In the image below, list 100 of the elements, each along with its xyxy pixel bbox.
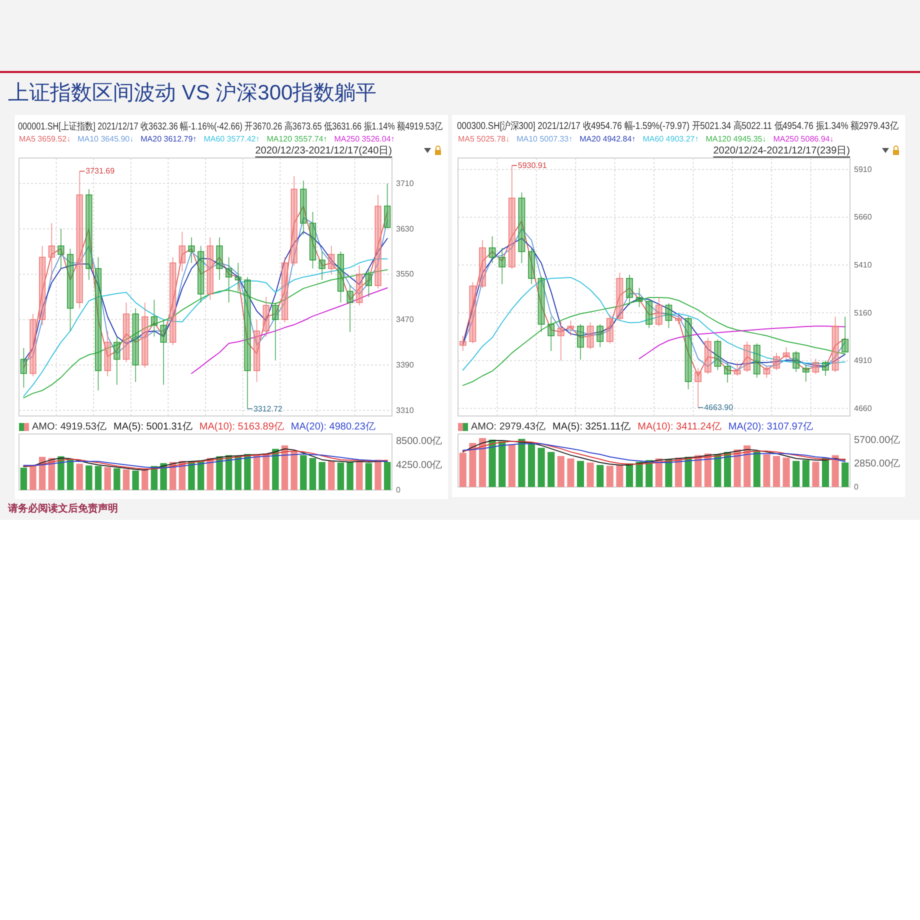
y-tick-label: 5660 <box>854 212 872 222</box>
line-series <box>462 297 846 386</box>
bar <box>596 464 604 487</box>
bar <box>188 461 195 490</box>
bar <box>753 451 760 487</box>
candlestick <box>178 231 186 272</box>
bar <box>459 452 466 487</box>
candlestick <box>300 180 307 236</box>
bar <box>20 468 28 490</box>
annotation: 3731.69 <box>86 166 116 176</box>
candlestick <box>39 245 46 326</box>
candlestick <box>262 296 270 338</box>
bar <box>337 462 344 490</box>
text: MA20 3612.79↑ <box>140 134 197 144</box>
candlestick <box>170 256 176 346</box>
candlestick <box>626 274 633 306</box>
candlestick <box>356 265 363 306</box>
candlestick <box>290 176 298 266</box>
y-tick-label: 0 <box>854 482 859 492</box>
bar <box>518 438 526 487</box>
bar <box>616 464 624 487</box>
candlestick <box>675 314 682 325</box>
candlestick <box>132 308 139 382</box>
bar <box>346 462 354 490</box>
candlestick <box>773 352 780 371</box>
candlestick <box>86 188 92 280</box>
candlestick <box>832 316 839 373</box>
bar <box>832 455 839 487</box>
candlestick <box>188 236 195 264</box>
text: MA10 3645.90↓ <box>78 134 134 144</box>
bar <box>792 460 800 487</box>
candlestick <box>694 368 702 408</box>
y-tick-label: 5160 <box>854 308 872 318</box>
text: MA250 5086.94↓ <box>773 134 834 144</box>
candlestick <box>498 247 506 285</box>
bar <box>300 455 307 490</box>
bar <box>636 462 643 487</box>
candlestick <box>160 319 167 386</box>
candlestick <box>328 245 335 275</box>
text: MA5 5025.78↓ <box>458 134 510 144</box>
line-series <box>462 276 846 371</box>
bar <box>606 466 614 487</box>
text: 2020/12/23-2021/12/17(240日) <box>255 146 392 156</box>
bar <box>508 444 516 487</box>
bar <box>538 448 545 487</box>
candlestick <box>812 358 820 374</box>
candlestick <box>346 285 354 333</box>
candlestick <box>281 256 288 323</box>
candlestick <box>198 245 204 304</box>
annotation: 3312.72 <box>253 404 283 414</box>
candlestick <box>518 192 526 264</box>
text: MA250 3526.04↑ <box>334 134 395 144</box>
bar <box>782 458 790 487</box>
candlestick <box>94 256 102 391</box>
bar <box>309 458 316 490</box>
bar <box>76 464 83 490</box>
bar <box>498 441 506 487</box>
candlestick <box>48 222 55 280</box>
bar <box>488 440 496 487</box>
bar <box>104 467 111 490</box>
bar <box>528 444 536 487</box>
candlestick <box>763 366 770 378</box>
candlestick <box>30 313 36 377</box>
y-tick-label: 3310 <box>396 406 414 415</box>
candlestick <box>724 362 731 384</box>
text: MA(10): 3411.24亿 <box>638 422 722 432</box>
candlestick <box>122 302 130 363</box>
y-tick-label: 4910 <box>854 356 872 366</box>
candlestick <box>150 299 158 338</box>
bar <box>142 470 148 490</box>
bar <box>586 462 594 487</box>
candlestick <box>655 297 662 327</box>
bar <box>132 470 139 490</box>
bar <box>655 458 662 487</box>
bar <box>272 448 279 490</box>
bar <box>244 454 251 490</box>
text: 请务必阅读文后免责声明 <box>7 502 118 514</box>
candlestick <box>744 340 751 373</box>
text: MA(20): 3107.97亿 <box>728 422 813 432</box>
y-tick-label: 8500.00亿 <box>396 436 442 447</box>
text: MA(5): 5001.31亿 <box>113 422 192 432</box>
candlestick <box>802 364 810 382</box>
bar <box>234 456 242 490</box>
candlestick <box>636 287 643 308</box>
bar <box>576 460 584 487</box>
bar <box>802 460 810 487</box>
candlestick <box>528 247 535 285</box>
line-series <box>191 287 388 374</box>
bar <box>772 456 780 487</box>
bar <box>66 459 74 490</box>
bar <box>318 462 326 490</box>
bar <box>94 466 102 490</box>
text: MA20 4942.84↑ <box>580 134 636 144</box>
bar <box>281 445 288 490</box>
candlestick <box>753 342 760 378</box>
bar <box>822 458 830 487</box>
text: MA120 4945.35↓ <box>706 134 766 144</box>
candlestick <box>318 251 326 280</box>
bar <box>365 463 372 490</box>
y-tick-label: 3710 <box>396 179 414 188</box>
